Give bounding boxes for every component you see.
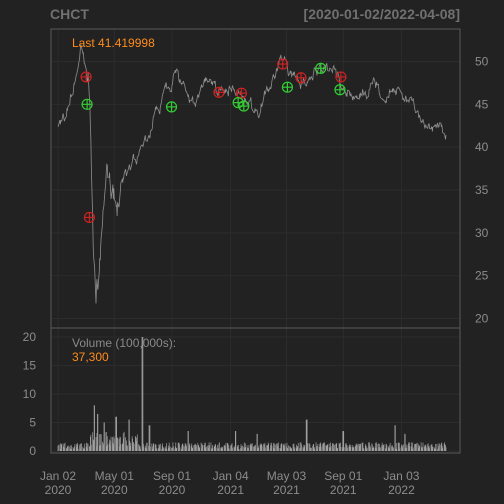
x-tick-label: Jan 04 2021 <box>213 469 249 497</box>
x-axis: Jan 02 2020 May 01 2020 Sep 01 2020 Jan 04 2021… <box>40 29 420 497</box>
sell-marker <box>235 87 248 99</box>
sell-marker <box>80 71 92 83</box>
price-tick-label: 25 <box>475 269 489 283</box>
x-tick-label: Sep 01 2020 <box>153 469 191 497</box>
buy-marker <box>334 84 346 96</box>
x-tick-label: Jan 03 2022 <box>383 469 419 497</box>
price-tick-label: 50 <box>475 55 489 69</box>
sell-marker <box>295 72 307 84</box>
trade-markers <box>80 58 347 224</box>
buy-marker <box>232 97 244 109</box>
sell-marker <box>83 211 96 224</box>
buy-marker <box>81 98 93 110</box>
price-tick-label: 40 <box>475 140 489 154</box>
volume-y-axis: 0 5 10 15 20 <box>23 330 37 458</box>
volume-tick-label: 10 <box>23 387 37 401</box>
volume-panel-frame <box>50 327 461 454</box>
volume-label: Volume (100,000s): <box>72 336 176 350</box>
buy-marker <box>315 62 327 74</box>
date-range: [2020-01-02/2022-04-08] <box>304 6 460 22</box>
buy-marker <box>238 100 250 112</box>
x-tick-label: Jan 02 2020 <box>40 469 76 497</box>
volume-tick-label: 20 <box>23 330 37 344</box>
price-tick-label: 30 <box>475 226 489 240</box>
price-grid <box>52 61 459 319</box>
volume-grid <box>52 336 459 452</box>
chart-title: CHCT <box>50 6 89 22</box>
volume-bars <box>57 337 447 451</box>
buy-marker <box>281 81 294 93</box>
x-tick-label: May 03 2021 <box>267 469 307 497</box>
sell-marker <box>335 71 347 83</box>
price-panel-frame <box>50 28 461 329</box>
price-tick-label: 35 <box>475 183 489 197</box>
volume-tick-label: 5 <box>29 416 36 430</box>
volume-last-value: 37,300 <box>72 350 109 364</box>
price-line <box>57 43 447 304</box>
price-tick-label: 45 <box>475 97 489 111</box>
x-tick-label: Sep 01 2021 <box>324 469 362 497</box>
price-tick-label: 20 <box>475 312 489 326</box>
x-tick-label: May 01 2020 <box>95 469 135 497</box>
price-y-axis: 20 25 30 35 40 45 50 <box>475 55 489 326</box>
volume-tick-label: 0 <box>29 444 36 458</box>
sell-marker <box>277 58 289 70</box>
sell-marker <box>213 86 225 98</box>
volume-tick-label: 15 <box>23 359 37 373</box>
last-price-label: Last 41.419998 <box>72 36 155 50</box>
buy-marker <box>165 101 178 113</box>
